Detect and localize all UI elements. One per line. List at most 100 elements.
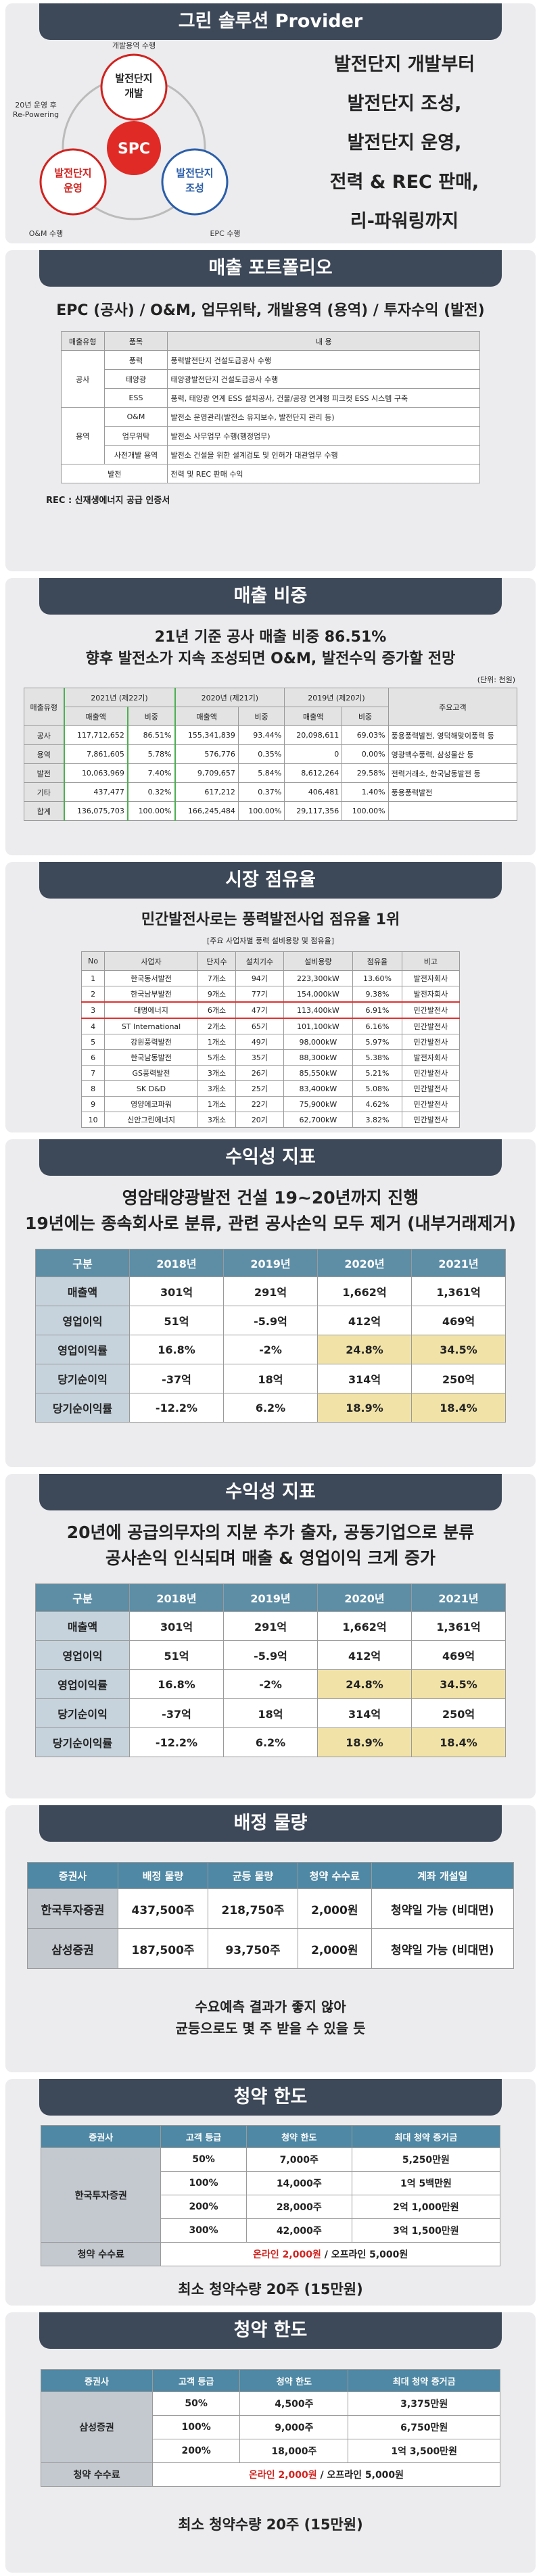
- headline: 영암태양광발전 건설 19~20년까지 진행 19년에는 종속회사로 분류, 관련…: [5, 1185, 536, 1237]
- cell: 93,750주: [208, 1928, 299, 1969]
- cell: 풍용풍력발전, 영덕해맞이풍력 등: [387, 725, 518, 745]
- cell: 200%: [160, 2195, 247, 2219]
- header-row: No 사업자 단지수 설치기수 설비용량 점유율 비고: [80, 951, 461, 971]
- row: 7 GS풍력발전 3개소 26기 85,550kW 5.21% 민간발전사: [80, 1065, 461, 1081]
- cell: 8,612,264: [284, 763, 343, 783]
- section-title: 매출 포트폴리오: [39, 250, 502, 287]
- cell: 75,900kW: [283, 1096, 354, 1112]
- cell: 2: [80, 986, 105, 1003]
- subhead-cell: 매출액: [63, 707, 128, 726]
- flow-label: O&M 수행: [29, 229, 63, 238]
- cell: 10,063,969: [63, 763, 128, 783]
- provider-line: 전력 & REC 판매,: [330, 172, 479, 193]
- cell: 18,000주: [239, 2439, 349, 2463]
- cell: -12.2%: [129, 1393, 224, 1423]
- cell: 대명에너지: [104, 1001, 198, 1019]
- section-title: 청약 한도: [39, 2079, 502, 2116]
- header-cell: 2019년: [223, 1249, 318, 1277]
- cell: 34.5%: [411, 1335, 506, 1364]
- cell: 13.60%: [352, 970, 402, 986]
- cell: 85,550kW: [283, 1065, 354, 1081]
- header-cell: 2018년: [129, 1249, 224, 1277]
- item-cell: 업무위탁: [103, 426, 168, 446]
- header-cell: 2021년: [411, 1249, 506, 1277]
- cell: 18.9%: [317, 1393, 412, 1423]
- cell: 3: [80, 1001, 105, 1019]
- cell: 18.4%: [411, 1393, 506, 1423]
- row: 용역 7,861,605 5.78% 576,776 0.35% 0 0.00% 영광백수풍력…: [24, 744, 518, 764]
- cell: 발전자회사: [401, 1049, 461, 1066]
- header-cell: 증권사: [41, 2369, 153, 2392]
- cell: 223,300kW: [283, 970, 354, 986]
- section-card: 수익성 지표 영암태양광발전 건설 19~20년까지 진행 19년에는 종속회사로 …: [5, 1139, 536, 1467]
- row: 200% 28,000주 2억 1,000만원: [41, 2195, 501, 2219]
- cell: 412억: [317, 1306, 412, 1335]
- cell: 16.8%: [129, 1669, 224, 1699]
- row: 2 한국남부발전 9개소 77기 154,000kW 9.38% 발전자회사: [80, 986, 461, 1003]
- item-cell: O&M: [103, 407, 168, 427]
- content-cell: 전력 및 REC 판매 수익: [167, 464, 480, 483]
- cell: 영업이익률: [35, 1669, 130, 1699]
- cell: 469억: [411, 1306, 506, 1335]
- cell: 2억 1,000만원: [351, 2195, 501, 2219]
- section-title: 시장 점유율: [39, 862, 502, 899]
- header-cell: 매출유형: [61, 331, 105, 351]
- cell: 5.78%: [126, 744, 176, 764]
- cell: 93.44%: [237, 725, 285, 745]
- type-cell: 용역: [61, 407, 105, 464]
- item-cell: 풍력: [103, 350, 168, 370]
- section: 그린 솔루션 Provider 발전단지 개발 발전단지 조성 발전단지 운영 SPC 개발용역…: [0, 0, 541, 247]
- cell: 4.62%: [352, 1096, 402, 1112]
- cell: 민간발전사: [401, 1065, 461, 1081]
- fee-online: 온라인 2,000원: [253, 2249, 321, 2260]
- cell: -12.2%: [129, 1727, 224, 1757]
- item-cell: ESS: [103, 388, 168, 408]
- flow-label: Re-Powering: [13, 110, 59, 119]
- header-cell: 계좌 개설일: [371, 1862, 514, 1889]
- cell: 민간발전사: [401, 1080, 461, 1097]
- portfolio-table: 매출유형 품목 내 용 공사 풍력 풍력발전단지 건설도급공사 수행 태양광 태양광발전단지 …: [60, 331, 480, 483]
- cell: 117,712,652: [63, 725, 128, 745]
- cell: 9,709,657: [174, 763, 239, 783]
- cell: 한국동서발전: [104, 970, 198, 986]
- header-cell: 균등 물량: [208, 1862, 299, 1889]
- row: 당기순이익 -37억 18억 314억 250억: [35, 1698, 506, 1728]
- cell: 한국투자증권: [26, 1888, 119, 1929]
- content-cell: 발전소 운영관리(발전소 유지보수, 발전단지 관리 등): [167, 407, 480, 427]
- cell: 136,075,703: [63, 801, 128, 821]
- cell: 22기: [235, 1096, 284, 1112]
- cell: 51억: [129, 1306, 224, 1335]
- section-title: 청약 한도: [39, 2312, 502, 2349]
- flow-label: 개발용역 수행: [112, 41, 156, 50]
- cell: -5.9억: [223, 1640, 318, 1670]
- cell: 154,000kW: [283, 986, 354, 1003]
- cell: 51억: [129, 1640, 224, 1670]
- header-row: 증권사 고객 등급 청약 한도 최대 청약 증거금: [40, 2125, 501, 2148]
- cell: 1,361억: [411, 1277, 506, 1306]
- cell: -2%: [223, 1669, 318, 1699]
- cell: 민간발전사: [401, 1001, 461, 1019]
- row: 당기순이익률 -12.2% 6.2% 18.9% 18.4%: [35, 1393, 506, 1423]
- row: 합계 136,075,703 100.00% 166,245,484 100.00% 29…: [24, 801, 518, 821]
- cell: 민간발전사: [401, 1018, 461, 1034]
- row: 영업이익 51억 -5.9억 412억 469억: [35, 1640, 506, 1670]
- header-cell: 최대 청약 증거금: [351, 2125, 501, 2148]
- subhead-cell: 매출액: [284, 707, 343, 726]
- cell: 당기순이익: [35, 1364, 130, 1393]
- section-card: 배정 물량 증권사 배정 물량 균등 물량 청약 수수료 계좌 개설일 한국투자증권 437,…: [5, 1805, 536, 2072]
- cell: 5개소: [197, 1049, 237, 1066]
- cell: 5.84%: [237, 763, 285, 783]
- cell: 영업이익: [35, 1640, 130, 1670]
- cell: 18.4%: [411, 1727, 506, 1757]
- note: REC : 신재생에너지 공급 인증서: [46, 496, 170, 506]
- cell: -2%: [223, 1335, 318, 1364]
- subtitle: 민간발전사로는 풍력발전사업 점유율 1위: [141, 911, 400, 928]
- cell: 20기: [235, 1112, 284, 1128]
- header-cell: 주요고객: [387, 688, 518, 726]
- header-row: 증권사 배정 물량 균등 물량 청약 수수료 계좌 개설일: [26, 1862, 514, 1889]
- cell: 29,117,356: [284, 801, 343, 821]
- year-cell: 2019년 (제20기): [284, 688, 389, 707]
- section: 청약 한도 증권사 고객 등급 청약 한도 최대 청약 증거금 삼성증권 50% 4,500주…: [0, 2309, 541, 2576]
- row: 용역 O&M 발전소 운영관리(발전소 유지보수, 발전단지 관리 등): [61, 407, 480, 464]
- content-cell: 발전소 건설을 위한 설계검토 및 인허가 대관업무 수행: [167, 445, 480, 464]
